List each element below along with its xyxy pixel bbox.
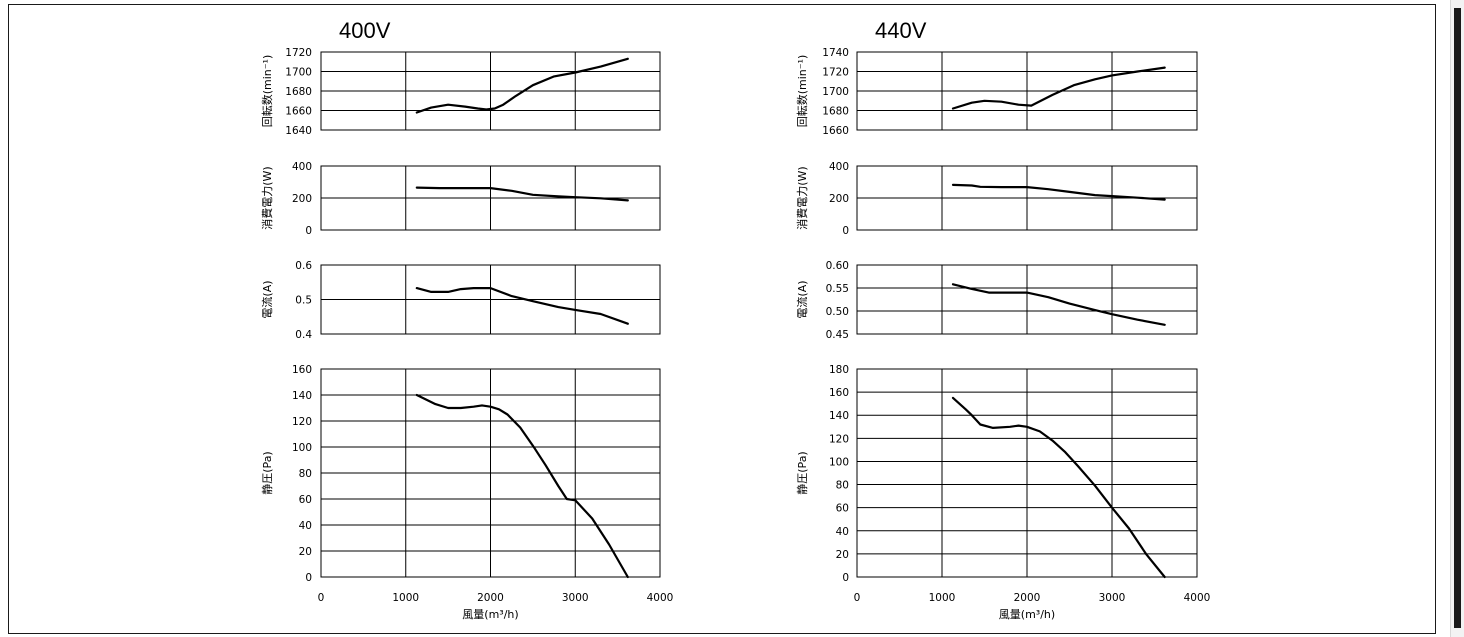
y-tick-label: 80: [836, 480, 849, 492]
x-axis-label: 風量(m³/h): [462, 608, 518, 621]
y-tick-label: 1700: [822, 86, 849, 98]
y-tick-label: 1640: [285, 125, 312, 137]
scrollbar-thumb[interactable]: [1454, 8, 1461, 628]
panel-power: 0 200 400 消費電力(W): [260, 161, 661, 237]
y-tick-label: 100: [292, 442, 312, 454]
y-tick-label: 0: [842, 572, 849, 584]
series-line-speed: [951, 66, 1166, 110]
series-line-static-pressure: [415, 393, 629, 579]
panel-current: 0.4 0.5 0.6 電流(A): [260, 260, 661, 341]
y-tick-label: 60: [836, 503, 849, 515]
chart-1: 440V16601680170017201740回転数(min⁻¹)020040…: [795, 18, 1210, 621]
y-axis-label: 回転数(min⁻¹): [261, 55, 274, 128]
y-tick-label: 1680: [822, 106, 849, 118]
x-tick-label: 4000: [647, 592, 674, 604]
y-tick-label: 60: [299, 494, 312, 506]
x-tick-label: 2000: [477, 592, 504, 604]
x-tick-label: 3000: [1099, 592, 1126, 604]
x-axis-label: 風量(m³/h): [999, 608, 1055, 621]
x-tick-label: 0: [318, 592, 325, 604]
y-tick-label: 100: [829, 456, 849, 468]
chart-0: 400V16401660168017001720回転数(min⁻¹)020040…: [260, 18, 673, 621]
y-tick-label: 200: [829, 193, 849, 205]
y-tick-label: 140: [829, 410, 849, 422]
x-tick-label: 0: [854, 592, 861, 604]
y-tick-label: 0.4: [295, 329, 312, 341]
y-tick-label: 0.45: [826, 329, 849, 341]
y-axis-label: 消費電力(W): [795, 166, 809, 229]
y-tick-label: 400: [829, 161, 849, 173]
y-tick-label: 0: [842, 225, 849, 237]
y-tick-label: 160: [292, 364, 312, 376]
panel-power: 0 200 400 消費電力(W): [795, 161, 1198, 237]
y-tick-label: 200: [292, 193, 312, 205]
y-tick-label: 1720: [822, 67, 849, 79]
y-axis-label: 電流(A): [260, 280, 274, 318]
y-tick-label: 40: [836, 526, 849, 538]
y-tick-label: 140: [292, 390, 312, 402]
series-line-static-pressure: [951, 396, 1166, 579]
y-tick-label: 1680: [285, 86, 312, 98]
y-tick-label: 1700: [285, 67, 312, 79]
y-tick-label: 0: [305, 572, 312, 584]
y-tick-label: 0.60: [826, 260, 849, 272]
y-axis-label: 回転数(min⁻¹): [796, 55, 809, 128]
series-line-power: [415, 186, 629, 202]
y-tick-label: 20: [299, 546, 312, 558]
y-tick-label: 400: [292, 161, 312, 173]
vertical-scrollbar[interactable]: [1450, 0, 1464, 637]
x-tick-label: 4000: [1184, 592, 1211, 604]
y-tick-label: 0.50: [826, 306, 849, 318]
y-axis-label: 電流(A): [795, 280, 809, 318]
y-tick-label: 0: [305, 225, 312, 237]
x-tick-label: 2000: [1014, 592, 1041, 604]
series-line-speed: [415, 57, 629, 114]
y-tick-label: 0.6: [295, 260, 312, 272]
y-tick-label: 180: [829, 364, 849, 376]
y-tick-label: 40: [299, 520, 312, 532]
figure-frame: [8, 4, 1436, 634]
series-line-current: [951, 283, 1166, 326]
panel-static-pressure: 0 20 40 60 80 100 120 140 160 静圧(Pa): [260, 364, 661, 584]
y-tick-label: 0.5: [295, 295, 312, 307]
x-tick-label: 3000: [562, 592, 589, 604]
series-line-power: [951, 183, 1166, 201]
panel-speed: 1640 1660 1680 1700 1720 回転数(min⁻¹): [261, 47, 661, 137]
y-tick-label: 1660: [822, 125, 849, 137]
y-tick-label: 0.55: [826, 283, 849, 295]
y-tick-label: 120: [292, 416, 312, 428]
y-tick-label: 1660: [285, 106, 312, 118]
x-tick-label: 1000: [929, 592, 956, 604]
panel-current: 0.45 0.50 0.55 0.60 電流(A): [795, 260, 1198, 341]
y-tick-label: 120: [829, 433, 849, 445]
panel-speed: 1660 1680 1700 1720 1740 回転数(min⁻¹): [796, 47, 1198, 137]
y-axis-label: 消費電力(W): [260, 166, 274, 229]
y-tick-label: 20: [836, 549, 849, 561]
y-axis-label: 静圧(Pa): [260, 451, 274, 494]
y-tick-label: 1740: [822, 47, 849, 59]
chart-title: 400V: [339, 18, 391, 43]
y-tick-label: 1720: [285, 47, 312, 59]
y-tick-label: 160: [829, 387, 849, 399]
chart-title: 440V: [875, 18, 927, 43]
series-line-current: [415, 287, 629, 325]
x-tick-label: 1000: [392, 592, 419, 604]
y-tick-label: 80: [299, 468, 312, 480]
panel-static-pressure: 0 20 40 60 80 100 120 140 160 180 静圧(Pa): [795, 364, 1198, 584]
y-axis-label: 静圧(Pa): [795, 451, 809, 494]
